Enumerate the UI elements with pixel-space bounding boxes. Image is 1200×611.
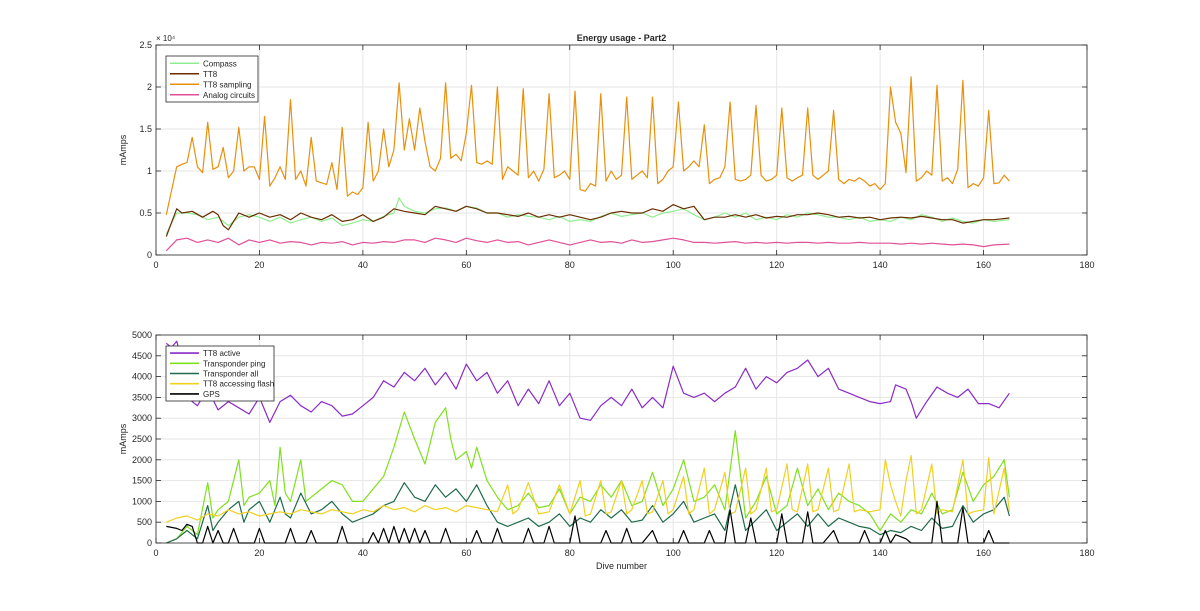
x-axis-label: Dive number bbox=[596, 561, 647, 571]
series-line-tt8-sampling bbox=[165, 76, 1010, 215]
chart-bottom: 0 20 40 60 80 100 120 140 160 180 0 500 1000 1500 2000… bbox=[118, 330, 1095, 571]
y-tick-label: 1500 bbox=[132, 476, 152, 486]
chart-energy-part2: 0 20 40 60 80 100 120 140 160 180 0 0.5 1 1.5 2 2.5 Ene… bbox=[118, 33, 1095, 270]
x-tick-label: 100 bbox=[666, 260, 681, 270]
y-tick-label: 1 bbox=[147, 166, 152, 176]
y-tick-label: 3000 bbox=[132, 413, 152, 423]
chart-title: Energy usage - Part2 bbox=[577, 33, 667, 43]
y-tick-label: 5000 bbox=[132, 330, 152, 340]
y-axis-exponent: × 10⁴ bbox=[156, 34, 176, 43]
x-tick-label: 60 bbox=[461, 260, 471, 270]
x-tick-label: 180 bbox=[1079, 548, 1094, 558]
series-line-tt8 bbox=[165, 204, 1010, 237]
x-tick-label: 160 bbox=[976, 548, 991, 558]
x-tick-label: 60 bbox=[461, 548, 471, 558]
y-tick-label: 2.5 bbox=[139, 40, 152, 50]
x-tick-label: 120 bbox=[769, 548, 784, 558]
y-tick-label: 2 bbox=[147, 82, 152, 92]
y-tick-label: 0 bbox=[147, 250, 152, 260]
legend-label: GPS bbox=[203, 390, 220, 399]
x-tick-label: 180 bbox=[1079, 260, 1094, 270]
y-axis-label-top: mAmps bbox=[118, 134, 128, 165]
y-tick-label: 4000 bbox=[132, 372, 152, 382]
x-tick-label: 160 bbox=[976, 260, 991, 270]
x-tick-label: 80 bbox=[565, 260, 575, 270]
y-tick-label: 4500 bbox=[132, 351, 152, 361]
series-line-transponder-all bbox=[166, 482, 1010, 544]
axes-frame-top bbox=[155, 44, 1088, 256]
legend-label: TT8 bbox=[203, 70, 218, 79]
x-tick-label: 100 bbox=[666, 548, 681, 558]
x-tick-label: 0 bbox=[153, 260, 158, 270]
series-line-compass bbox=[165, 197, 1010, 235]
y-tick-label: 0.5 bbox=[139, 208, 152, 218]
series-line-tt8-active bbox=[165, 340, 1010, 423]
x-tick-label: 80 bbox=[565, 548, 575, 558]
ticks-top: 0 20 40 60 80 100 120 140 160 180 0 0.5 1 1.5 2 2.5 bbox=[139, 40, 1094, 270]
x-tick-label: 40 bbox=[358, 260, 368, 270]
legend-label: TT8 sampling bbox=[203, 80, 251, 89]
x-tick-label: 120 bbox=[769, 260, 784, 270]
legend-label: Transponder ping bbox=[203, 359, 265, 368]
x-tick-label: 20 bbox=[254, 548, 264, 558]
y-tick-label: 2500 bbox=[132, 434, 152, 444]
y-tick-label: 2000 bbox=[132, 455, 152, 465]
legend-label: Analog circuits bbox=[203, 91, 255, 100]
x-tick-label: 140 bbox=[873, 548, 888, 558]
series-group-top bbox=[165, 76, 1010, 252]
legend-label: TT8 accessing flash bbox=[203, 380, 274, 389]
legend-label: Transponder all bbox=[203, 370, 259, 379]
y-axis-label-bottom: mAmps bbox=[118, 423, 128, 454]
y-tick-label: 1000 bbox=[132, 496, 152, 506]
ticks-bottom: 0 20 40 60 80 100 120 140 160 180 0 500 1000 1500 2000… bbox=[132, 330, 1095, 558]
x-tick-label: 40 bbox=[358, 548, 368, 558]
x-tick-label: 20 bbox=[254, 260, 264, 270]
legend-label: TT8 active bbox=[203, 349, 241, 358]
legend-label: Compass bbox=[203, 59, 237, 68]
series-line-tt8-accessing-flash bbox=[166, 455, 1010, 523]
y-tick-label: 3500 bbox=[132, 392, 152, 402]
series-line-analog-circuits bbox=[165, 237, 1010, 252]
x-tick-label: 140 bbox=[873, 260, 888, 270]
y-tick-label: 1.5 bbox=[139, 124, 152, 134]
y-tick-label: 500 bbox=[137, 517, 152, 527]
x-tick-label: 0 bbox=[153, 548, 158, 558]
y-tick-label: 0 bbox=[147, 538, 152, 548]
grid-bottom bbox=[155, 334, 1088, 544]
